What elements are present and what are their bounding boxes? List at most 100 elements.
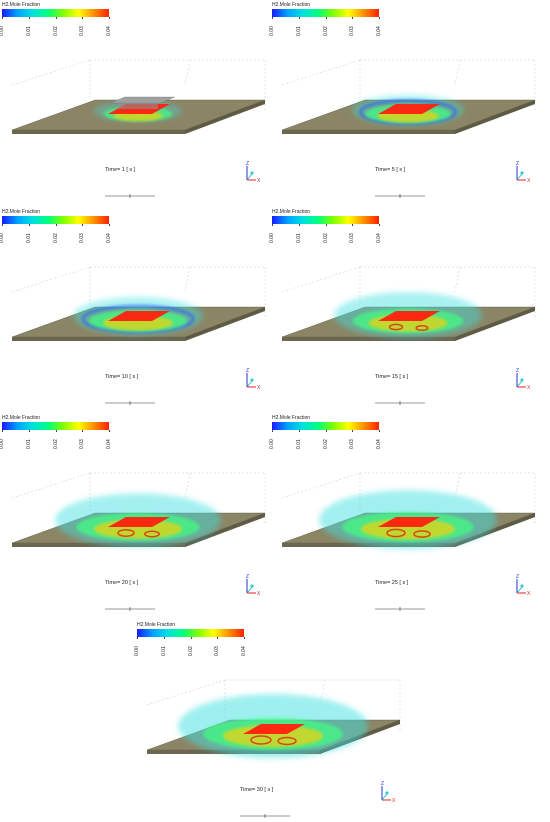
axis-z-label: Z xyxy=(516,368,519,374)
h2-plume xyxy=(319,490,497,549)
axis-triad: ZX xyxy=(516,161,531,184)
time-label: Time= 30 [ s ] xyxy=(240,787,274,793)
colorbar xyxy=(272,422,379,430)
colorbar-tick-label: 0.02 xyxy=(322,26,329,36)
colorbar-tick-mark xyxy=(163,637,165,639)
simulation-panel: Z X H2.Mole Fraction 0.00 0.01 0.02 0.03 0.04 Ti… xyxy=(269,0,540,200)
colorbar-tick-mark xyxy=(55,224,57,226)
colorbar-tick-mark xyxy=(352,224,354,226)
axis-triad: ZX xyxy=(246,368,261,391)
colorbar-tick-mark xyxy=(2,224,3,226)
domain-outline xyxy=(281,59,536,110)
axis-z-label: Z xyxy=(246,574,249,580)
colorbar-tick-label: 0.04 xyxy=(376,233,382,243)
colorbar-tick-mark xyxy=(82,430,84,432)
scene-view: ZX xyxy=(281,266,536,405)
colorbar xyxy=(2,216,109,224)
colorbar-tick-label: 0.00 xyxy=(0,439,5,449)
colorbar-tick-mark xyxy=(55,17,57,19)
colorbar-tick-label: 0.00 xyxy=(269,233,275,243)
colorbar-tick-mark xyxy=(272,224,273,226)
colorbar-tick-label: 0.01 xyxy=(25,233,32,243)
colorbar-tick-mark xyxy=(2,430,3,432)
colorbar-tick-mark xyxy=(109,430,110,432)
colorbar-tick-mark xyxy=(217,637,219,639)
colorbar-tick-mark xyxy=(109,224,110,226)
simulation-panel: Z X H2.Mole Fraction 0.00 0.01 0.02 0.03 0.04 Ti… xyxy=(0,0,270,200)
axis-x-label: X xyxy=(257,385,261,391)
colorbar-tick-label: 0.01 xyxy=(25,26,32,36)
colorbar-title: H2.Mole Fraction xyxy=(2,415,41,421)
time-label: Time= 1 [ s ] xyxy=(105,167,136,173)
colorbar-tick-mark xyxy=(109,17,110,19)
time-label: Time= 10 [ s ] xyxy=(105,374,139,380)
colorbar-tick-mark xyxy=(325,224,327,226)
axis-x-label: X xyxy=(257,591,261,597)
colorbar-tick-mark xyxy=(82,17,84,19)
axis-triad: ZX xyxy=(516,368,531,391)
colorbar-tick-mark xyxy=(352,430,354,432)
h2-plume xyxy=(94,96,182,122)
scene-view: ZX xyxy=(11,59,266,198)
colorbar-tick-label: 0.02 xyxy=(52,26,59,36)
colorbar-tick-label: 0.04 xyxy=(376,26,382,36)
colorbar-tick-label: 0.03 xyxy=(79,439,86,449)
colorbar-tick-label: 0.04 xyxy=(106,439,112,449)
colorbar-tick-label: 0.04 xyxy=(376,439,382,449)
scene-view: ZX xyxy=(281,59,536,198)
colorbar-tick-mark xyxy=(244,637,245,639)
colorbar-tick-label: 0.00 xyxy=(269,439,275,449)
colorbar-title: H2.Mole Fraction xyxy=(272,209,311,215)
colorbar-tick-label: 0.02 xyxy=(322,439,329,449)
colorbar xyxy=(272,216,379,224)
colorbar-tick-label: 0.00 xyxy=(134,646,140,656)
scale-bar xyxy=(105,607,155,611)
axis-z-label: Z xyxy=(246,161,249,167)
colorbar-title: H2.Mole Fraction xyxy=(2,2,41,8)
colorbar-tick-label: 0.04 xyxy=(106,26,112,36)
colorbar-tick-label: 0.03 xyxy=(79,26,86,36)
colorbar-tick-mark xyxy=(82,224,84,226)
h2-plume xyxy=(73,297,203,335)
colorbar-tick-mark xyxy=(28,430,30,432)
time-label: Time= 20 [ s ] xyxy=(105,580,139,586)
colorbar-tick-label: 0.00 xyxy=(0,26,5,36)
colorbar-tick-label: 0.03 xyxy=(349,233,356,243)
colorbar-tick-label: 0.01 xyxy=(160,646,167,656)
colorbar-tick-label: 0.00 xyxy=(0,233,5,243)
colorbar-tick-label: 0.04 xyxy=(241,646,247,656)
simulation-panel: Z X H2.Mole Fraction 0.00 0.01 0.02 0.03 0.04 Ti… xyxy=(269,413,540,613)
time-label: Time= 5 [ s ] xyxy=(375,167,406,173)
h2-plume xyxy=(334,292,482,338)
colorbar-tick-label: 0.03 xyxy=(79,233,86,243)
colorbar-tick-mark xyxy=(325,430,327,432)
scene-view: ZX xyxy=(146,679,401,818)
colorbar-tick-label: 0.01 xyxy=(25,439,32,449)
scale-bar xyxy=(105,194,155,198)
colorbar-tick-mark xyxy=(137,637,138,639)
colorbar-tick-mark xyxy=(325,17,327,19)
h2-plume xyxy=(178,694,368,758)
axis-x-label: X xyxy=(527,385,531,391)
axis-x-label: X xyxy=(527,178,531,184)
colorbar-tick-label: 0.02 xyxy=(187,646,194,656)
colorbar-tick-mark xyxy=(272,17,273,19)
colorbar-tick-mark xyxy=(2,17,3,19)
axis-x-label: X xyxy=(527,591,531,597)
colorbar-tick-mark xyxy=(298,224,300,226)
colorbar-tick-mark xyxy=(55,430,57,432)
scale-bar xyxy=(375,607,425,611)
axis-triad: ZX xyxy=(381,781,396,804)
scale-bar xyxy=(375,401,425,405)
colorbar-title: H2.Mole Fraction xyxy=(2,209,41,215)
colorbar-tick-label: 0.00 xyxy=(269,26,275,36)
colorbar-tick-label: 0.02 xyxy=(52,233,59,243)
time-label: Time= 15 [ s ] xyxy=(375,374,409,380)
colorbar-tick-label: 0.03 xyxy=(214,646,221,656)
colorbar-tick-label: 0.02 xyxy=(322,233,329,243)
colorbar-tick-label: 0.02 xyxy=(52,439,59,449)
colorbar-title: H2.Mole Fraction xyxy=(272,415,311,421)
scale-bar xyxy=(375,194,425,198)
scene-view: ZX xyxy=(11,472,266,611)
colorbar-tick-mark xyxy=(28,17,30,19)
